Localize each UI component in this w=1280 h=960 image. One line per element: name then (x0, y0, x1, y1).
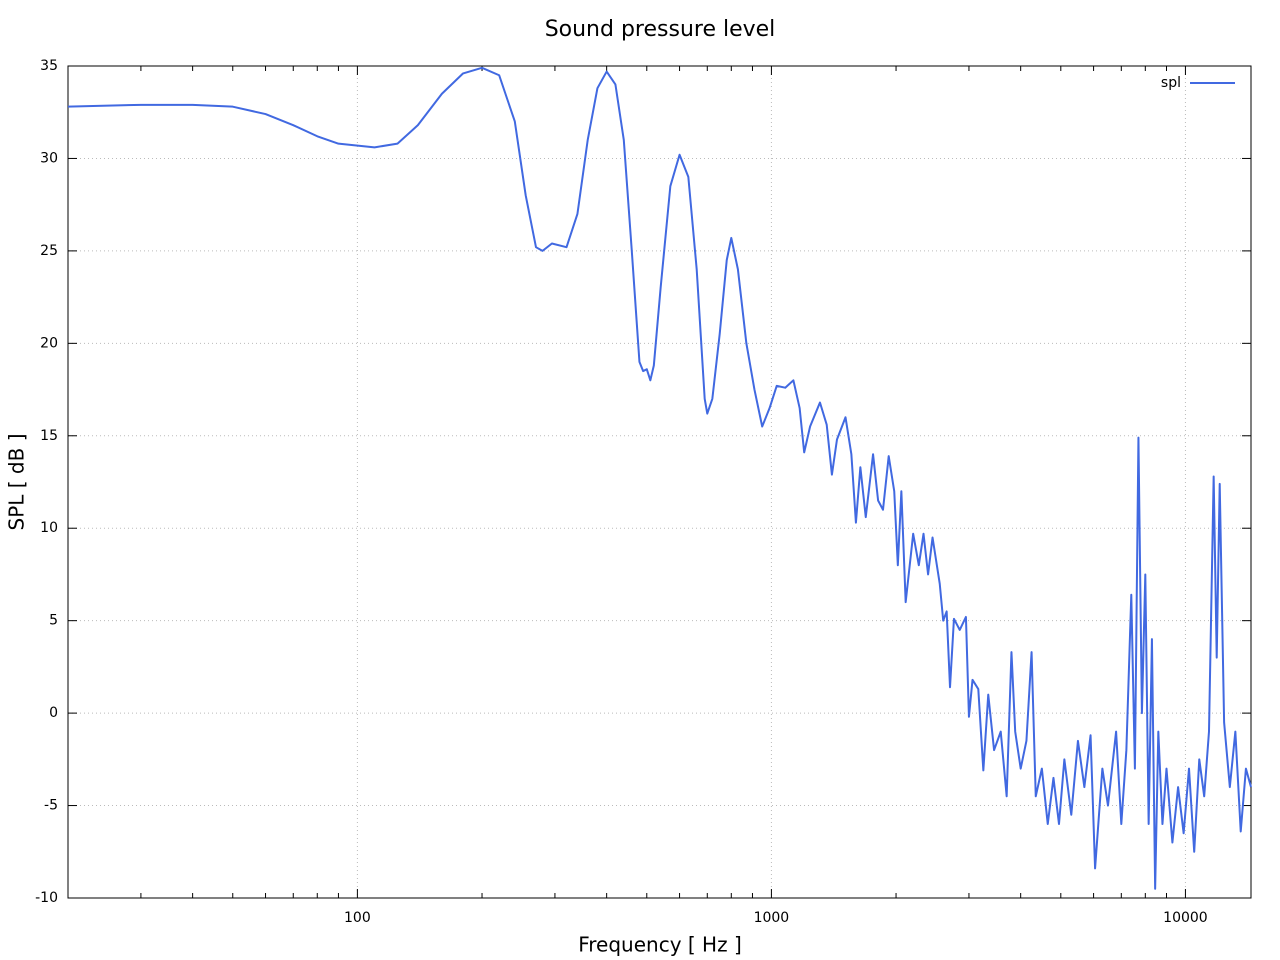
chart-title: Sound pressure level (545, 17, 776, 42)
data-line (67, 66, 1252, 890)
y-tick-label: 35 (40, 58, 58, 74)
y-tick-label: 20 (40, 335, 58, 351)
y-tick-label: 15 (40, 428, 58, 444)
y-tick-label: -10 (35, 890, 58, 906)
y-axis-label: SPL [ dB ] (5, 434, 29, 531)
y-tick-label: 10 (40, 520, 58, 536)
x-tick-label: 100 (344, 910, 371, 926)
x-tick-label: 10000 (1163, 910, 1208, 926)
y-tick-label: -5 (44, 798, 58, 814)
legend-label: spl (1161, 75, 1181, 91)
y-tick-label: 25 (40, 243, 58, 259)
x-axis-label: Frequency [ Hz ] (578, 933, 742, 957)
y-tick-label: 30 (40, 150, 58, 166)
x-tick-label: 1000 (754, 910, 790, 926)
plot-frame (67, 65, 1252, 899)
y-tick-label: 5 (49, 613, 58, 629)
y-tick-label: 0 (49, 705, 58, 721)
